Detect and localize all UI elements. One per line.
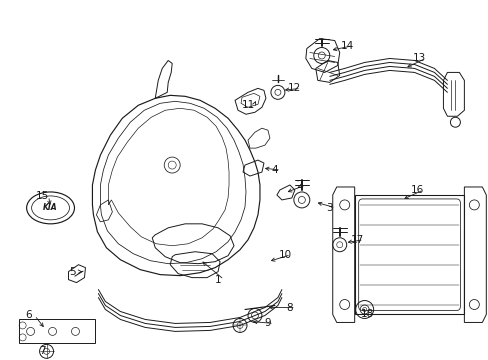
Text: 6: 6 [25,310,32,320]
Text: 2: 2 [296,180,303,190]
Text: 14: 14 [341,41,354,50]
Text: 17: 17 [350,235,364,245]
FancyArrowPatch shape [75,271,83,276]
Text: 16: 16 [410,185,423,195]
Text: 12: 12 [287,84,301,93]
Text: 5: 5 [69,267,76,276]
Text: 18: 18 [360,310,373,319]
Text: 9: 9 [264,319,271,328]
Text: 1: 1 [214,275,221,285]
Text: 7: 7 [39,346,46,356]
Text: 11: 11 [241,100,254,110]
Text: 4: 4 [271,165,278,175]
Text: 15: 15 [36,191,49,201]
Text: 3: 3 [326,203,332,213]
Text: 13: 13 [412,54,425,63]
Text: 10: 10 [278,250,291,260]
Text: KIA: KIA [43,203,58,212]
Text: 8: 8 [286,302,293,312]
